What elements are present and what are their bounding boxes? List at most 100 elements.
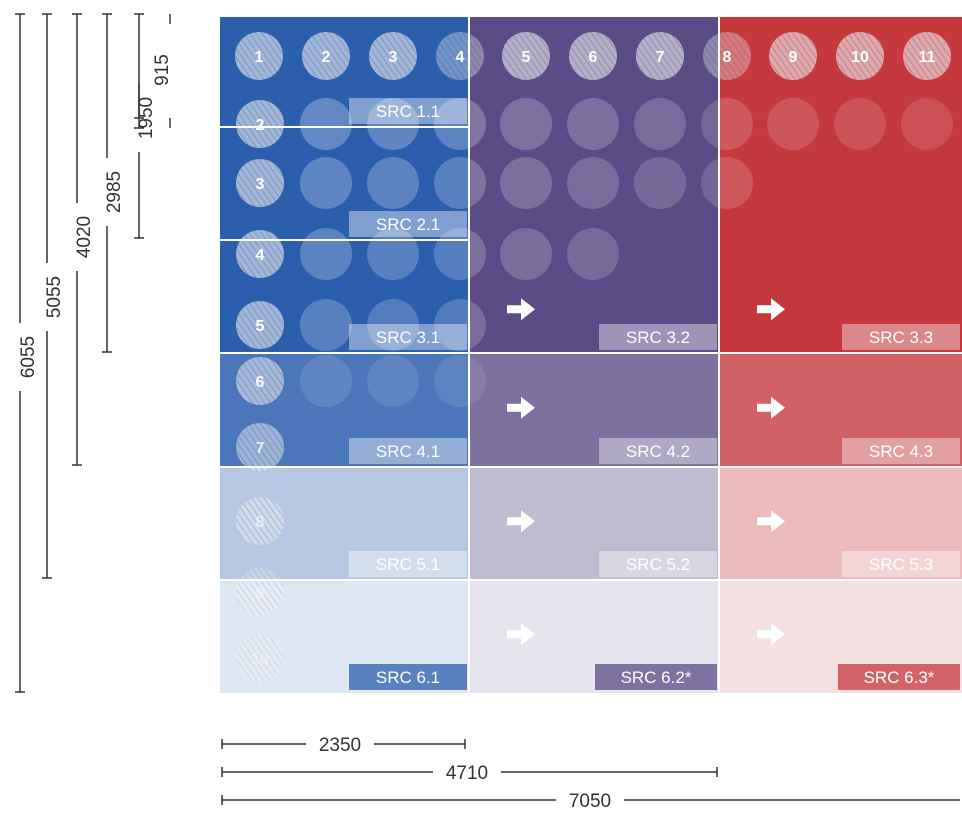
src-label-box: [349, 551, 467, 577]
seat-circle: [634, 98, 686, 150]
seat-circle-hatch: [236, 357, 284, 405]
row-number: 2: [256, 117, 265, 134]
row-number: 6: [256, 374, 265, 391]
seat-circle: [767, 98, 819, 150]
seat-circle-hatch: [569, 32, 617, 80]
dimension-label: 4710: [446, 763, 488, 784]
arrow-shape: [507, 396, 535, 419]
seat-circle: [236, 497, 284, 545]
column-numbers: 1 2 3 4 5 6 7 8 9 10 11: [255, 49, 936, 66]
row-numbers: 2 3 4 5 6 7 8 9 10: [251, 117, 269, 668]
src-label: SRC 1.1: [376, 102, 440, 121]
arrow-shape: [507, 298, 535, 321]
src-label: SRC 3.2: [626, 328, 690, 347]
row-number: 4: [256, 247, 265, 264]
column-number: 4: [456, 49, 465, 66]
src-label-box: [349, 438, 467, 464]
column-number: 5: [522, 49, 531, 66]
seat-circle: [236, 159, 284, 207]
column-number: 6: [589, 49, 598, 66]
row-number: 5: [256, 318, 265, 335]
src-label-box: [349, 211, 467, 237]
seat-circle-hatch: [903, 32, 951, 80]
dimension-label: 5055: [44, 276, 65, 318]
arrow-shape: [507, 510, 535, 533]
seat-circle-hatch: [302, 32, 350, 80]
seat-circle-hatch: [502, 32, 550, 80]
arrow-shape: [507, 623, 535, 646]
src-label: SRC 5.2: [626, 555, 690, 574]
column-number: 8: [723, 49, 732, 66]
seat-circle: [701, 98, 753, 150]
seat-circle: [302, 32, 350, 80]
arrows: [507, 298, 785, 646]
seat-circle-hatch: [636, 32, 684, 80]
src-label: SRC 4.2: [626, 442, 690, 461]
src-label-box: [349, 98, 467, 124]
seat-circle: [567, 157, 619, 209]
src-label-box: [349, 664, 467, 690]
seat-circle: [636, 32, 684, 80]
src-label-box: [842, 438, 960, 464]
arrow-right-icon: [507, 396, 535, 419]
seat-circle: [500, 157, 552, 209]
seat-circle: [300, 228, 352, 280]
arrow-right-icon: [507, 298, 535, 321]
column-number: 1: [255, 49, 264, 66]
src-labels: SRC 1.1 SRC 2.1 SRC 3.1 SRC 3.2 SRC 3.3 SRC 4…: [349, 98, 960, 690]
dimension-label: 915: [152, 54, 173, 86]
column-number: 7: [656, 49, 665, 66]
column-number: 9: [789, 49, 798, 66]
row-number: 8: [256, 514, 265, 531]
seat-circle: [434, 299, 486, 351]
dimension-label: 2985: [104, 171, 125, 213]
dimension-label: 2350: [319, 735, 361, 756]
row-number: 10: [251, 651, 269, 668]
arrow-right-icon: [757, 298, 785, 321]
seat-grid: [300, 98, 953, 407]
seat-circle: [369, 32, 417, 80]
arrow-right-icon: [507, 623, 535, 646]
seat-circle: [436, 32, 484, 80]
row-number: 7: [256, 440, 265, 457]
seat-circle-hatch: [369, 32, 417, 80]
src-label-box: [842, 324, 960, 350]
dimension-label: 4020: [74, 216, 95, 258]
src-label: SRC 3.1: [376, 328, 440, 347]
src-label: SRC 6.1: [376, 668, 440, 687]
seat-circle: [434, 355, 486, 407]
seat-circle: [236, 634, 284, 682]
src-label-box: [842, 551, 960, 577]
arrow-shape: [757, 396, 785, 419]
seat-circle: [569, 32, 617, 80]
src-label: SRC 2.1: [376, 215, 440, 234]
seat-circle-hatch: [769, 32, 817, 80]
seat-circle: [836, 32, 884, 80]
arrow-right-icon: [757, 510, 785, 533]
column-number: 11: [919, 49, 936, 66]
column-number: 3: [389, 49, 398, 66]
seat-circle-hatch: [235, 32, 283, 80]
seat-circle: [300, 299, 352, 351]
seat-circle: [300, 98, 352, 150]
seat-circle: [236, 423, 284, 471]
row-number: 3: [256, 176, 265, 193]
arrow-shape: [757, 298, 785, 321]
seat-circle: [367, 299, 419, 351]
src-label-box: [349, 324, 467, 350]
seat-circle-hatch: [703, 32, 751, 80]
seat-circle: [434, 157, 486, 209]
seat-circle-hatch: [236, 301, 284, 349]
arrow-shape: [757, 623, 785, 646]
arrow-right-icon: [507, 510, 535, 533]
seat-circle: [502, 32, 550, 80]
src-label: SRC 4.3: [869, 442, 933, 461]
src-label-box: [595, 664, 717, 690]
seat-circle: [236, 100, 284, 148]
arrow-shape: [757, 510, 785, 533]
column-number: 10: [851, 49, 869, 66]
seat-circle-hatch: [236, 230, 284, 278]
row-number: 9: [256, 585, 265, 602]
seat-circle: [703, 32, 751, 80]
seat-circle: [834, 98, 886, 150]
